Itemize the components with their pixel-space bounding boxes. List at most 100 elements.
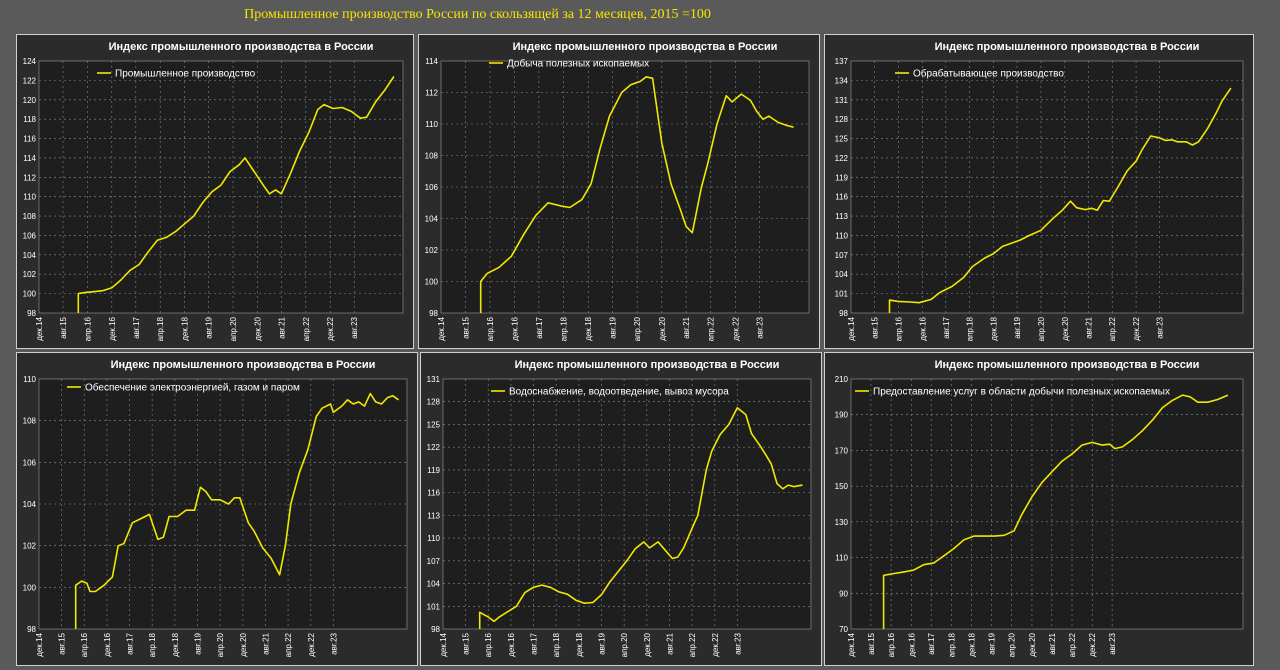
- x-tick-label: апр.18: [156, 316, 165, 341]
- x-tick-label: авг.19: [205, 316, 214, 338]
- x-tick-label: авг.21: [277, 316, 286, 338]
- series-line: [479, 76, 794, 313]
- x-tick-label: апр.18: [552, 632, 561, 657]
- x-tick-label: апр.16: [83, 316, 92, 341]
- x-tick-label: дек.22: [731, 316, 740, 340]
- y-tick-label: 110: [427, 534, 440, 543]
- y-tick-label: 150: [835, 482, 849, 491]
- x-tick-label: авг.21: [1084, 316, 1093, 338]
- chart-panel-1: Индекс промышленного производства в Росс…: [16, 34, 414, 349]
- x-tick-label: авг.19: [608, 316, 617, 338]
- y-tick-label: 98: [27, 309, 36, 318]
- chart-svg: Индекс промышленного производства в Росс…: [23, 41, 404, 341]
- y-tick-label: 114: [425, 57, 438, 66]
- y-tick-label: 101: [835, 290, 849, 299]
- y-tick-label: 107: [835, 251, 849, 260]
- y-tick-label: 106: [425, 183, 439, 192]
- series-line: [478, 407, 803, 629]
- x-tick-label: апр.22: [302, 316, 311, 341]
- y-tick-label: 125: [835, 135, 849, 144]
- x-tick-label: авг.15: [461, 316, 470, 338]
- x-tick-label: апр.18: [148, 632, 157, 657]
- x-tick-label: апр.18: [560, 316, 569, 341]
- x-tick-label: авг.23: [350, 316, 359, 338]
- y-tick-label: 110: [835, 231, 848, 240]
- plot-area: [850, 378, 1244, 630]
- x-tick-label: апр.16: [894, 316, 903, 341]
- legend-label: Предоставление услуг в области добычи по…: [873, 386, 1170, 398]
- x-tick-label: дек.14: [847, 632, 856, 656]
- x-tick-label: дек.16: [511, 316, 520, 340]
- y-tick-label: 128: [835, 115, 849, 124]
- y-tick-label: 122: [835, 154, 849, 163]
- series-line: [882, 394, 1229, 629]
- x-tick-label: дек.16: [918, 316, 927, 340]
- x-tick-label: апр.16: [887, 632, 896, 657]
- x-tick-label: апр.20: [1037, 316, 1046, 341]
- chart-panel-2: Индекс промышленного производства в Росс…: [418, 34, 820, 349]
- x-tick-label: дек.18: [990, 316, 999, 340]
- y-tick-label: 112: [425, 89, 438, 98]
- x-tick-label: дек.20: [643, 632, 652, 656]
- x-tick-label: авг.17: [529, 632, 538, 654]
- x-tick-label: апр.22: [688, 632, 697, 657]
- chart-svg: Индекс промышленного производства в Росс…: [835, 41, 1244, 341]
- legend-label: Водоснабжение, водоотведение, вывоз мусо…: [509, 386, 729, 398]
- y-tick-label: 107: [427, 557, 441, 566]
- x-tick-label: апр.22: [1108, 316, 1117, 341]
- x-tick-label: дек.18: [181, 316, 190, 340]
- x-tick-label: дек.22: [1088, 632, 1097, 656]
- x-tick-label: авг.15: [57, 632, 66, 654]
- x-tick-label: авг.15: [59, 316, 68, 338]
- y-tick-label: 122: [427, 443, 441, 452]
- chart-title: Индекс промышленного производства в Росс…: [935, 359, 1200, 371]
- x-tick-label: дек.22: [326, 316, 335, 340]
- y-tick-label: 108: [425, 152, 439, 161]
- y-tick-label: 119: [835, 173, 848, 182]
- y-tick-label: 114: [23, 154, 36, 163]
- y-tick-label: 70: [839, 625, 848, 634]
- x-tick-label: дек.20: [239, 632, 248, 656]
- x-tick-label: апр.18: [947, 632, 956, 657]
- y-tick-label: 116: [427, 489, 440, 498]
- y-tick-label: 100: [23, 290, 37, 299]
- legend-label: Обрабатывающее производство: [913, 68, 1064, 80]
- x-tick-label: авг.19: [597, 632, 606, 654]
- x-tick-label: дек.22: [1132, 316, 1141, 340]
- x-tick-label: дек.16: [907, 632, 916, 656]
- y-tick-label: 116: [835, 193, 848, 202]
- plot-area: [38, 60, 404, 314]
- y-tick-label: 113: [427, 511, 440, 520]
- chart-svg: Индекс промышленного производства в Росс…: [427, 359, 812, 657]
- x-tick-label: авг.15: [871, 316, 880, 338]
- y-tick-label: 110: [835, 554, 848, 563]
- x-tick-label: апр.22: [1068, 632, 1077, 657]
- y-tick-label: 131: [427, 375, 441, 384]
- x-tick-label: дек.16: [108, 316, 117, 340]
- x-tick-label: авг.15: [867, 632, 876, 654]
- x-tick-label: авг.17: [535, 316, 544, 338]
- chart-panel-6: Индекс промышленного производства в Росс…: [824, 352, 1254, 666]
- x-tick-label: авг.19: [193, 632, 202, 654]
- x-tick-label: апр.18: [966, 316, 975, 341]
- main-title: Промышленное производство России по скол…: [244, 7, 711, 22]
- x-tick-label: дек.20: [1028, 632, 1037, 656]
- y-tick-label: 98: [429, 309, 438, 318]
- x-tick-label: дек.14: [847, 316, 856, 340]
- y-tick-label: 98: [431, 625, 440, 634]
- y-tick-label: 122: [23, 76, 37, 85]
- x-tick-label: авг.19: [1013, 316, 1022, 338]
- series-line: [888, 87, 1232, 313]
- y-tick-label: 125: [427, 420, 441, 429]
- x-tick-label: авг.21: [1048, 632, 1057, 654]
- x-tick-label: дек.14: [35, 316, 44, 340]
- y-tick-label: 102: [23, 542, 37, 551]
- y-tick-label: 104: [425, 215, 439, 224]
- chart-panel-3: Индекс промышленного производства в Росс…: [824, 34, 1254, 349]
- y-tick-label: 131: [835, 96, 849, 105]
- y-tick-label: 101: [427, 602, 441, 611]
- series-line: [74, 392, 399, 629]
- legend-label: Обеспечение электроэнергией, газом и пар…: [85, 382, 300, 394]
- y-tick-label: 210: [835, 375, 849, 384]
- x-tick-label: авг.17: [927, 632, 936, 654]
